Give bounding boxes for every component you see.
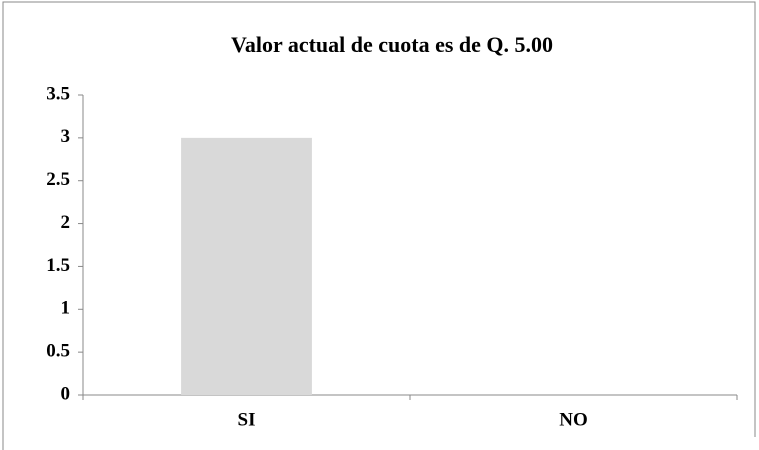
y-tick-label: 1 — [61, 298, 71, 319]
chart-title: Valor actual de cuota es de Q. 5.00 — [231, 32, 553, 57]
bar — [181, 137, 312, 395]
x-tick-label: SI — [238, 409, 256, 430]
y-tick-label: 3.5 — [46, 83, 70, 104]
y-tick-label: 2.5 — [46, 169, 70, 190]
y-tick-label: 2 — [61, 212, 71, 233]
y-tick-label: 0 — [61, 383, 71, 404]
y-tick-label: 1.5 — [46, 255, 70, 276]
y-tick-label: 3 — [61, 126, 71, 147]
y-tick-label: 0.5 — [46, 341, 70, 362]
x-tick-label: NO — [559, 409, 588, 430]
